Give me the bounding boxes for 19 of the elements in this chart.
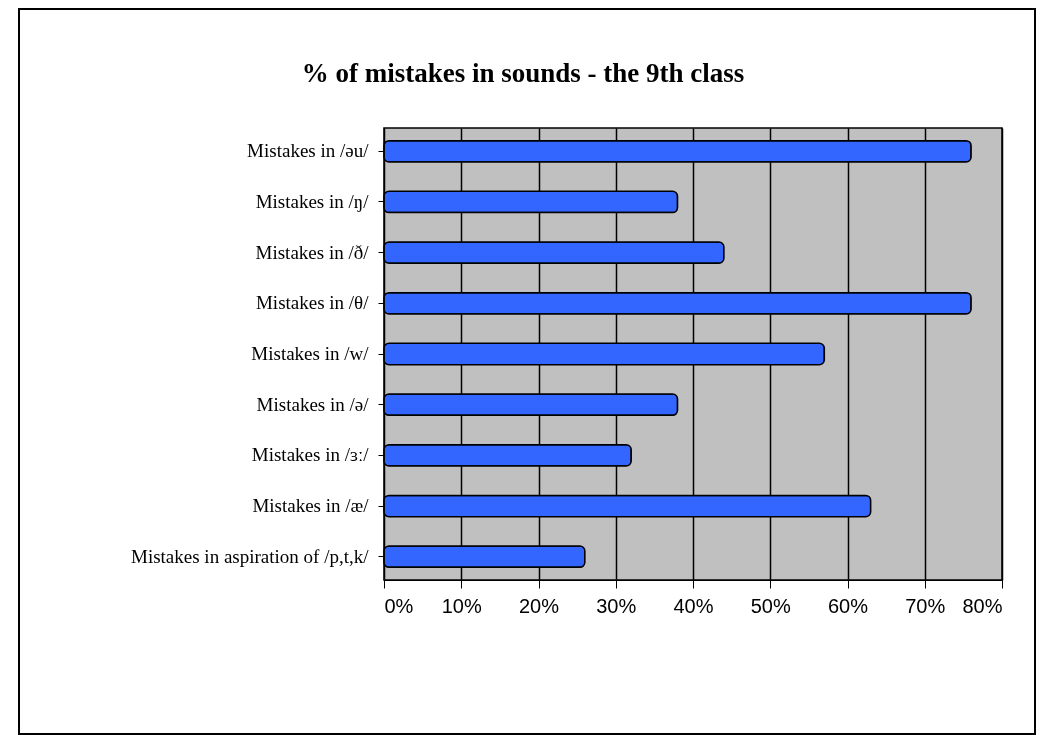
- y-tick-label: Mistakes in /əu/: [247, 140, 370, 162]
- y-tick-label: Mistakes in aspiration of /p,t,k/: [131, 545, 370, 567]
- y-tick-label: Mistakes in /θ/: [255, 292, 370, 314]
- x-tick-label: 50%: [750, 594, 791, 617]
- y-tick-label: Mistakes in /ə/: [256, 393, 370, 415]
- y-tick-label: Mistakes in /æ/: [252, 495, 370, 517]
- x-tick-label: 80%: [962, 594, 1003, 617]
- y-tick-label: Mistakes in /ŋ/: [255, 190, 370, 212]
- y-tick-label: Mistakes in /w/: [251, 343, 370, 364]
- x-tick-label: 30%: [596, 594, 637, 617]
- x-tick-label: 70%: [905, 594, 946, 617]
- x-tick-label: 0%: [384, 594, 414, 617]
- y-tick-label: Mistakes in /ɜː/: [251, 444, 370, 466]
- y-tick-label: Mistakes in /ð/: [255, 241, 370, 263]
- x-tick-label: 10%: [441, 594, 482, 617]
- x-tick-label: 60%: [827, 594, 869, 617]
- chart-title: % of mistakes in sounds - the 9th class: [301, 58, 745, 88]
- x-tick-label: 40%: [673, 594, 714, 617]
- x-tick-label: 20%: [518, 594, 560, 617]
